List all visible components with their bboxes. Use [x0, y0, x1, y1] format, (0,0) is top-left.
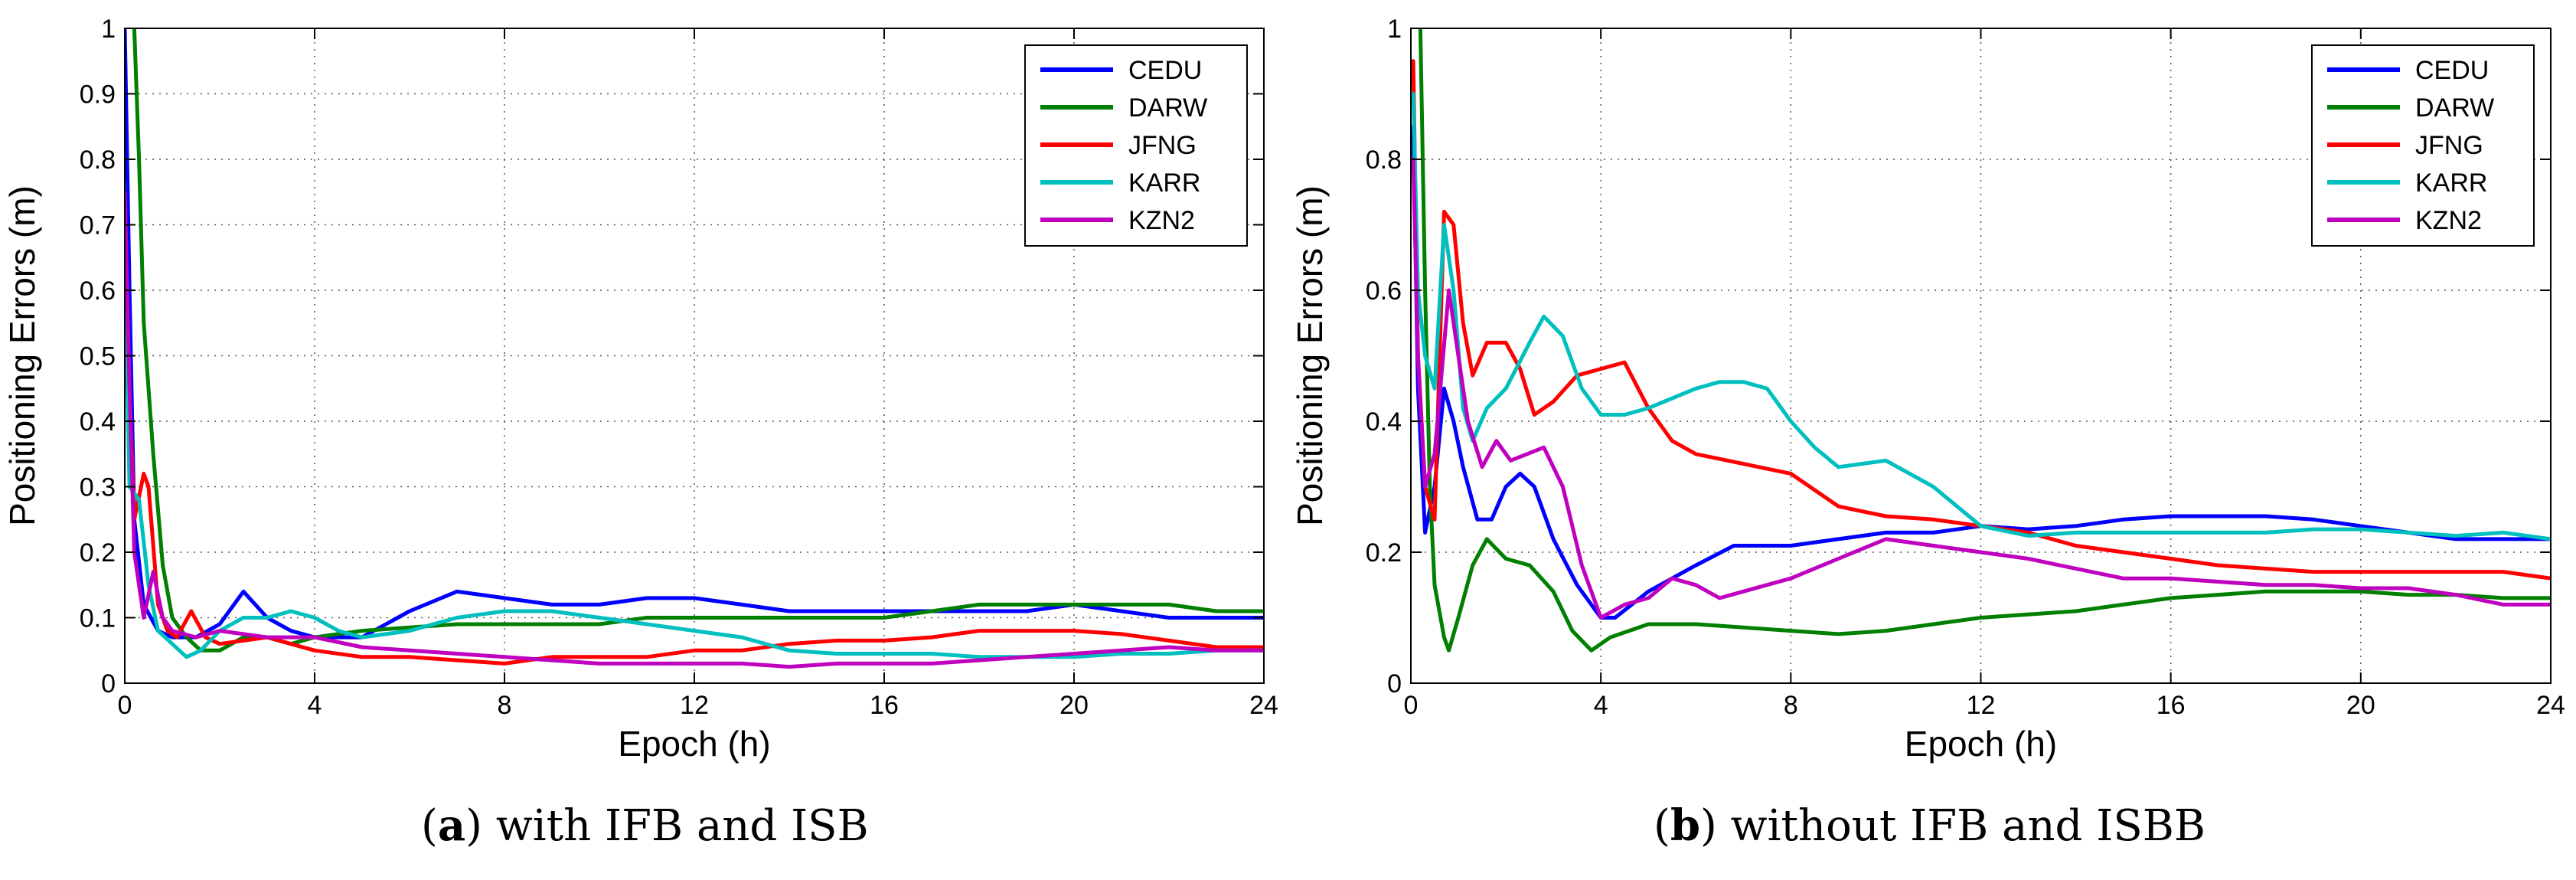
legend-label-kzn2: KZN2: [1128, 206, 1195, 235]
legend-label-jfng: JFNG: [1128, 131, 1197, 160]
series-group: [125, 28, 1264, 669]
x-tick-label: 16: [870, 691, 899, 720]
chart-panel-a: 0 4 8 12 16 20 24 0 0.1 0.2 0.3 0.4 0.5 0.6 0.7 0.8 0.9 1…: [2, 15, 1278, 764]
y-tick-label: 0.6: [80, 276, 116, 306]
y-tick-label: 0: [101, 669, 116, 698]
x-tick-label: 8: [1784, 691, 1798, 720]
series-line-jfng: [1411, 59, 2551, 581]
y-tick-label: 0: [1387, 669, 1402, 698]
x-tick-label: 20: [1059, 691, 1089, 720]
legend-label-kzn2: KZN2: [2415, 206, 2482, 235]
y-tick-label: 1: [1387, 15, 1402, 44]
legend-label-cedu: CEDU: [1128, 56, 1202, 85]
series-line-darw: [132, 28, 1264, 653]
x-tick-label: 20: [2346, 691, 2375, 720]
y-axis-label: Positioning Errors (m): [2, 185, 42, 526]
series-line-kzn2: [1411, 157, 2551, 620]
y-tick-label: 0.6: [1366, 276, 1402, 306]
y-tick-label: 0.2: [1366, 538, 1402, 568]
legend-label-darw: DARW: [1128, 93, 1207, 123]
x-tick-label: 24: [1249, 691, 1278, 720]
caption-a: (a) with IFB and ISB: [421, 800, 869, 851]
y-tick-label: 0.8: [80, 146, 116, 175]
legend-label-karr: KARR: [1128, 168, 1200, 198]
x-tick-label: 12: [680, 691, 709, 720]
y-tick-label: 0.4: [1366, 407, 1402, 437]
series-group: [1411, 28, 2551, 653]
y-tick-label: 0.9: [80, 80, 116, 110]
x-tick-label: 12: [1967, 691, 1996, 720]
y-tick-label: 0.8: [1366, 146, 1402, 175]
caption-a-letter: a: [437, 800, 466, 851]
y-tick-label: 0.3: [80, 473, 116, 502]
x-axis-label: Epoch (h): [1905, 724, 2057, 764]
legend: CEDU DARW JFNG KARR KZN2: [1024, 44, 1248, 247]
series-line-cedu: [1411, 124, 2551, 620]
legend-label-cedu: CEDU: [2415, 56, 2489, 85]
x-tick-label: 8: [498, 691, 512, 720]
series-line-kzn2: [125, 190, 1264, 669]
legend-label-jfng: JFNG: [2415, 131, 2483, 160]
y-tick-label: 0.7: [80, 211, 116, 240]
x-tick-label: 4: [308, 691, 322, 720]
x-tick-label: 24: [2536, 691, 2565, 720]
x-tick-label: 0: [1404, 691, 1419, 720]
series-line-darw: [1418, 28, 2551, 653]
chart-panel-b: 0 4 8 12 16 20 24 0 0.2 0.4 0.6 0.8 1 Epoch (h) Positi…: [1290, 15, 2565, 764]
caption-a-text: with IFB and ISB: [482, 801, 869, 851]
x-tick-label: 0: [118, 691, 132, 720]
y-tick-label: 0.5: [80, 342, 116, 371]
caption-b-letter: b: [1670, 800, 1701, 851]
caption-b-text: without IFB and ISBB: [1716, 801, 2205, 851]
caption-b: (b) without IFB and ISBB: [1654, 800, 2205, 851]
y-tick-label: 1: [101, 15, 116, 44]
y-tick-label: 0.4: [80, 407, 116, 437]
y-tick-label: 0.2: [80, 538, 116, 568]
legend: CEDU DARW JFNG KARR KZN2: [2311, 44, 2535, 247]
y-axis-label: Positioning Errors (m): [1290, 185, 1330, 526]
x-tick-label: 4: [1594, 691, 1608, 720]
y-tick-label: 0.1: [80, 604, 116, 633]
x-axis-label: Epoch (h): [618, 724, 770, 764]
x-tick-label: 16: [2156, 691, 2186, 720]
legend-label-darw: DARW: [2415, 93, 2494, 123]
legend-label-karr: KARR: [2415, 168, 2487, 198]
